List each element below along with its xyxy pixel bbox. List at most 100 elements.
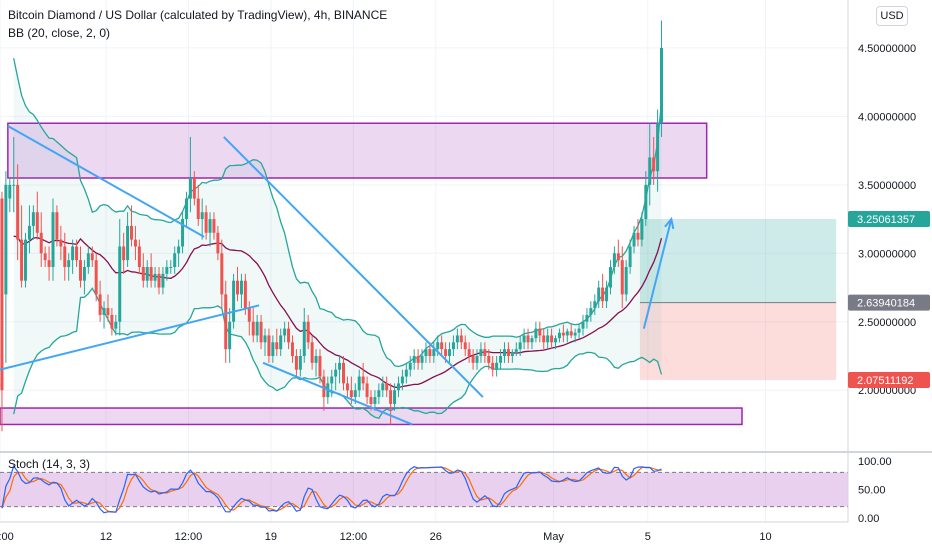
candle-body[interactable] xyxy=(251,321,255,336)
price-badge[interactable] xyxy=(848,371,930,388)
candle-body[interactable] xyxy=(177,246,181,254)
candle-body[interactable] xyxy=(459,335,463,343)
candle-body[interactable] xyxy=(122,246,126,261)
candle-body[interactable] xyxy=(271,342,275,356)
candle-body[interactable] xyxy=(181,219,185,247)
candle-body[interactable] xyxy=(130,225,134,240)
candle-body[interactable] xyxy=(628,246,632,267)
candle-body[interactable] xyxy=(487,356,491,363)
candle-body[interactable] xyxy=(259,321,263,343)
candle-body[interactable] xyxy=(353,390,357,398)
candle-body[interactable] xyxy=(428,349,432,356)
candle-body[interactable] xyxy=(63,246,67,267)
candle-body[interactable] xyxy=(506,349,510,356)
indicator-label[interactable]: BB (20, close, 2, 0) xyxy=(8,26,111,40)
candle-body[interactable] xyxy=(495,362,499,370)
candle-body[interactable] xyxy=(118,246,122,322)
candle-body[interactable] xyxy=(546,335,550,343)
candle-body[interactable] xyxy=(298,356,302,370)
candle-body[interactable] xyxy=(530,338,534,343)
candle-body[interactable] xyxy=(47,260,51,267)
candle-body[interactable] xyxy=(208,219,212,233)
candle-body[interactable] xyxy=(228,321,232,350)
candle-body[interactable] xyxy=(444,349,448,356)
candle-body[interactable] xyxy=(632,232,636,247)
candle-body[interactable] xyxy=(652,157,656,172)
price-badge[interactable] xyxy=(848,294,930,311)
candle-body[interactable] xyxy=(90,253,94,261)
candle-body[interactable] xyxy=(404,369,408,377)
candle-body[interactable] xyxy=(232,280,236,322)
candle-body[interactable] xyxy=(365,383,369,398)
price-badge[interactable] xyxy=(848,210,930,227)
candle-body[interactable] xyxy=(345,383,349,391)
candle-body[interactable] xyxy=(55,212,59,240)
candle-body[interactable] xyxy=(75,246,79,261)
candle-body[interactable] xyxy=(137,246,141,267)
candle-body[interactable] xyxy=(141,267,145,281)
candle-body[interactable] xyxy=(43,253,47,261)
candle-body[interactable] xyxy=(660,47,664,124)
candle-body[interactable] xyxy=(310,342,314,363)
candle-body[interactable] xyxy=(27,225,31,240)
candle-body[interactable] xyxy=(436,342,440,350)
candle-body[interactable] xyxy=(212,219,216,233)
candle-body[interactable] xyxy=(86,253,90,267)
loss-zone[interactable] xyxy=(639,302,837,380)
candle-body[interactable] xyxy=(608,267,612,288)
candle-body[interactable] xyxy=(408,362,412,370)
candle-body[interactable] xyxy=(200,212,204,220)
candle-body[interactable] xyxy=(656,123,660,172)
candle-body[interactable] xyxy=(648,157,652,185)
candle-body[interactable] xyxy=(204,212,208,233)
candle-body[interactable] xyxy=(561,332,565,336)
candle-body[interactable] xyxy=(451,342,455,350)
resistance-zone[interactable] xyxy=(7,122,708,179)
candle-body[interactable] xyxy=(110,314,114,329)
candle-body[interactable] xyxy=(161,273,165,288)
candle-body[interactable] xyxy=(412,356,416,363)
candle-body[interactable] xyxy=(357,376,361,391)
candle-body[interactable] xyxy=(377,390,381,398)
candle-body[interactable] xyxy=(601,287,605,302)
candle-body[interactable] xyxy=(612,253,616,267)
candle-body[interactable] xyxy=(573,332,577,336)
candle-body[interactable] xyxy=(243,280,247,309)
candle-body[interactable] xyxy=(565,331,569,336)
candle-body[interactable] xyxy=(247,308,251,322)
candle-body[interactable] xyxy=(400,376,404,384)
candle-body[interactable] xyxy=(538,328,542,336)
candle-body[interactable] xyxy=(557,332,561,339)
candle-body[interactable] xyxy=(322,376,326,398)
candle-body[interactable] xyxy=(4,184,8,295)
candle-body[interactable] xyxy=(616,253,620,261)
arrow-shaft[interactable] xyxy=(642,218,673,329)
candle-body[interactable] xyxy=(416,356,420,363)
candle-body[interactable] xyxy=(448,349,452,356)
candle-body[interactable] xyxy=(306,321,310,343)
trend-line[interactable] xyxy=(0,304,260,371)
candle-body[interactable] xyxy=(471,356,475,363)
candle-body[interactable] xyxy=(467,349,471,356)
candle-body[interactable] xyxy=(157,273,161,288)
candle-body[interactable] xyxy=(279,335,283,350)
candle-body[interactable] xyxy=(149,267,153,281)
candle-body[interactable] xyxy=(432,349,436,356)
candle-body[interactable] xyxy=(620,260,624,295)
candle-body[interactable] xyxy=(153,273,157,281)
candle-body[interactable] xyxy=(624,267,628,295)
candle-body[interactable] xyxy=(94,260,98,295)
candle-body[interactable] xyxy=(597,287,601,302)
candle-body[interactable] xyxy=(275,342,279,350)
candle-body[interactable] xyxy=(342,362,346,384)
candle-body[interactable] xyxy=(67,260,71,267)
candle-body[interactable] xyxy=(35,212,39,233)
candle-body[interactable] xyxy=(255,321,259,336)
candle-body[interactable] xyxy=(267,335,271,356)
candle-body[interactable] xyxy=(184,198,188,220)
candle-body[interactable] xyxy=(605,287,609,302)
candle-body[interactable] xyxy=(424,349,428,356)
candle-body[interactable] xyxy=(491,362,495,370)
candle-body[interactable] xyxy=(593,301,597,309)
